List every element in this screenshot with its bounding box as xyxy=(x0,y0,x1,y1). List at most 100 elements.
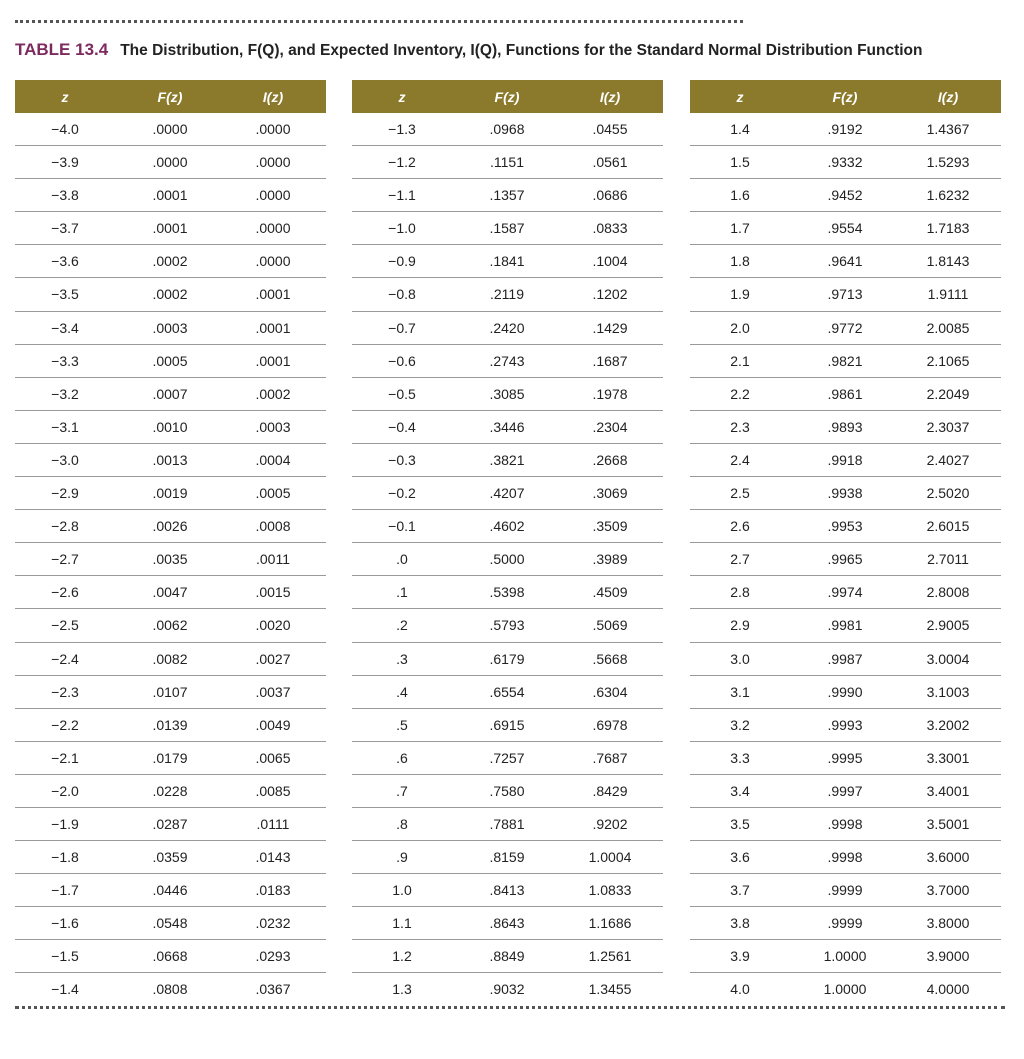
table-cell: −3.9 xyxy=(51,154,79,171)
table-cell: 1.8 xyxy=(730,253,750,270)
table-row: .2 .5793 .5069 xyxy=(352,609,663,643)
table-cell: .0107 xyxy=(152,683,188,700)
table-cell: 2.1 xyxy=(730,352,750,369)
table-row: 3.9 1.0000 3.9000 xyxy=(690,940,1001,974)
table-cell: .9202 xyxy=(592,815,628,832)
table-cell: 2.6 xyxy=(730,518,750,535)
table-cell: −2.2 xyxy=(51,716,79,733)
table-cell: −2.8 xyxy=(51,518,79,535)
table-cell: .9987 xyxy=(827,650,863,667)
table-cell: .0001 xyxy=(255,319,291,336)
table-cell: .2668 xyxy=(592,451,628,468)
table-cell: .9965 xyxy=(827,551,863,568)
table-cell: 1.1 xyxy=(392,915,412,932)
table-cell: .1357 xyxy=(489,187,525,204)
table-cell: 1.0000 xyxy=(823,948,867,965)
table-cell: −2.3 xyxy=(51,683,79,700)
table-cell: .2119 xyxy=(490,286,524,303)
table-cell: 3.7 xyxy=(730,882,750,899)
header-cell: F(z) xyxy=(157,89,183,105)
table-cell: .0065 xyxy=(255,749,291,766)
table-cell: −0.8 xyxy=(388,286,416,303)
table-title: TABLE 13.4 The Distribution, F(Q), and Ex… xyxy=(15,40,923,60)
table-cell: 1.0833 xyxy=(588,882,632,899)
table-cell: .7257 xyxy=(489,749,525,766)
table-cell: .0548 xyxy=(152,915,188,932)
table-cell: 2.2 xyxy=(730,385,750,402)
table-cell: 2.4027 xyxy=(926,451,970,468)
table-cell: 2.9 xyxy=(730,617,750,634)
table-cell: .3989 xyxy=(592,551,628,568)
table-cell: .6554 xyxy=(489,683,525,700)
table-cell: .9772 xyxy=(827,319,863,336)
table-row: 3.5 .9998 3.5001 xyxy=(690,808,1001,842)
table-cell: .0019 xyxy=(152,485,188,502)
table-cell: .9998 xyxy=(827,815,863,832)
table-row: −0.9 .1841 .1004 xyxy=(352,245,663,279)
table-cell: .1 xyxy=(396,584,408,601)
table-cell: .8159 xyxy=(489,849,525,866)
table-cell: 1.2 xyxy=(392,948,412,965)
table-cell: 3.3001 xyxy=(926,749,970,766)
table-panel: z F(z) I(z) −4.0.0000.0000 −3.9.0000.0000 −3.… xyxy=(15,80,326,1007)
table-row: −3.8 .0001 .0000 xyxy=(15,179,326,213)
table-cell: .1841 xyxy=(489,253,525,270)
table-cell: −3.0 xyxy=(51,451,79,468)
table-cell: 3.5 xyxy=(730,815,750,832)
table-cell: .9641 xyxy=(827,253,863,270)
table-cell: 2.9005 xyxy=(926,617,970,634)
table-cell: −0.7 xyxy=(388,319,416,336)
table-cell: −3.1 xyxy=(51,418,79,435)
table-caption: The Distribution, F(Q), and Expected Inv… xyxy=(120,42,923,59)
table-panel: z F(z) I(z) −1.3.0968.0455 −1.2.1151.0561 −1.… xyxy=(352,80,663,1007)
table-row: −2.9 .0019 .0005 xyxy=(15,477,326,511)
table-cell: .9993 xyxy=(827,716,863,733)
table-row: .0 .5000 .3989 xyxy=(352,543,663,577)
table-cell: .0833 xyxy=(592,220,628,237)
table-cell: .9861 xyxy=(827,385,863,402)
table-row: −3.4 .0003 .0001 xyxy=(15,312,326,345)
table-cell: .9995 xyxy=(827,749,863,766)
table-row: 3.1 .9990 3.1003 xyxy=(690,676,1001,709)
table-cell: −0.6 xyxy=(388,352,416,369)
table-row: 3.3 .9995 3.3001 xyxy=(690,742,1001,775)
header-row: z F(z) I(z) xyxy=(690,80,1001,113)
table-row: 2.4 .9918 2.4027 xyxy=(690,444,1001,478)
table-row: .4 .6554 .6304 xyxy=(352,676,663,709)
table-cell: .0027 xyxy=(255,650,291,667)
table-cell: 1.4 xyxy=(730,121,750,137)
table-cell: .1151 xyxy=(490,154,524,171)
table-cell: 1.0 xyxy=(392,882,412,899)
table-cell: .0001 xyxy=(255,352,291,369)
table-row: −2.3 .0107 .0037 xyxy=(15,676,326,709)
table-cell: 1.1686 xyxy=(588,915,632,932)
table-cell: .9032 xyxy=(489,981,525,998)
table-cell: 3.8 xyxy=(730,915,750,932)
table-cell: .0446 xyxy=(152,882,188,899)
table-cell: .3821 xyxy=(489,451,525,468)
table-cell: .9 xyxy=(396,849,408,866)
table-cell: .9997 xyxy=(827,782,863,799)
table-cell: .5793 xyxy=(489,617,525,634)
table-row: .9 .8159 1.0004 xyxy=(352,841,663,875)
table-cell: −0.5 xyxy=(388,385,416,402)
table-cell: −3.3 xyxy=(51,352,79,369)
table-panel: z F(z) I(z) 1.4 .9192 1.4367 1.5 .9332 1.5293 1.6… xyxy=(690,80,1001,1007)
table-row: −3.7 .0001 .0000 xyxy=(15,212,326,246)
table-cell: 1.7 xyxy=(730,220,750,237)
table-cell: .0008 xyxy=(255,518,291,535)
table-cell: 3.0004 xyxy=(926,650,970,667)
table-cell: .9998 xyxy=(827,849,863,866)
table-cell: 2.4 xyxy=(730,451,750,468)
table-cell: 2.5020 xyxy=(926,485,970,502)
table-cell: .0232 xyxy=(255,915,291,932)
table-cell: 3.9000 xyxy=(926,948,970,965)
table-row: 4.0 1.0000 4.0000 xyxy=(690,973,1001,1006)
table-cell: .6 xyxy=(396,749,408,766)
table-row: 1.7 .9554 1.7183 xyxy=(690,212,1001,246)
table-cell: −2.6 xyxy=(51,584,79,601)
table-cell: 3.6000 xyxy=(926,849,970,866)
table-row: −4.0 .0000 .0000 xyxy=(15,113,326,147)
table-cell: 1.9111 xyxy=(927,286,969,303)
